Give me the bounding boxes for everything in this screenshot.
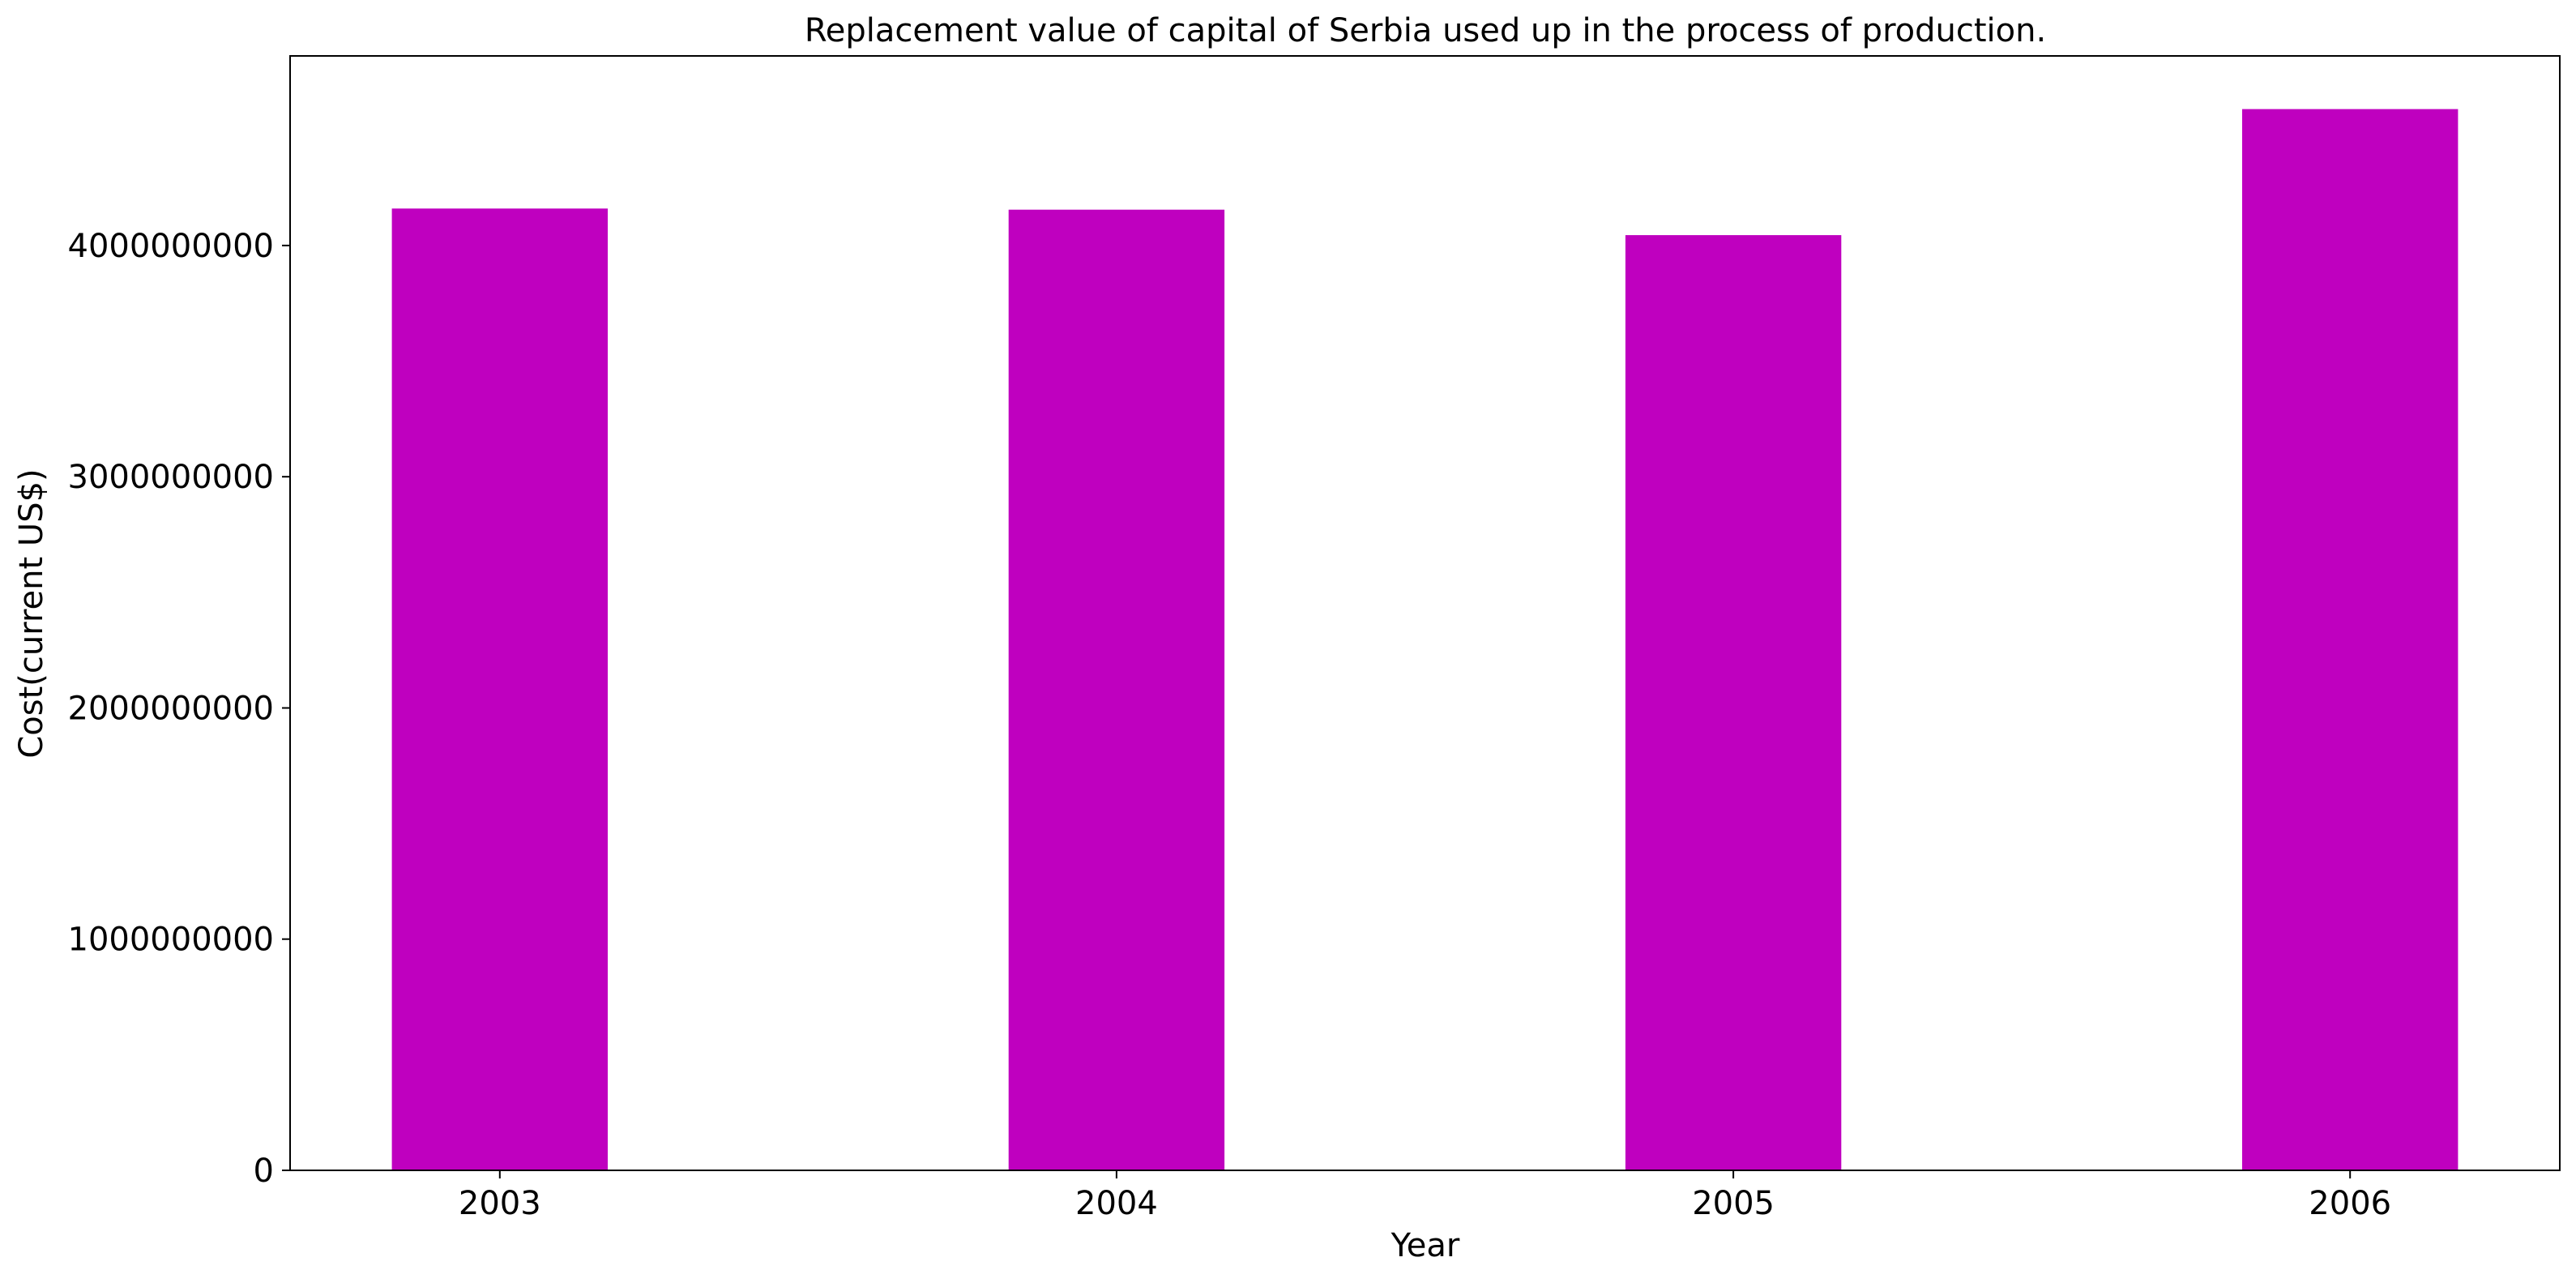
y-tick-label: 3000000000 — [68, 459, 275, 496]
bar-2005 — [1625, 235, 1842, 1171]
y-axis: 0 1000000000 2000000000 3000000000 400000000… — [68, 228, 290, 1190]
y-tick-label: 2000000000 — [68, 691, 275, 728]
x-tick-label: 2004 — [1075, 1185, 1158, 1222]
chart-title: Replacement value of capital of Serbia u… — [805, 12, 2046, 49]
plot-area-frame — [289, 55, 2561, 1171]
x-axis-label: Year — [1391, 1227, 1460, 1264]
y-tick-label: 1000000000 — [68, 922, 275, 959]
x-tick-label: 2005 — [1692, 1185, 1775, 1222]
y-tick-label: 4000000000 — [68, 228, 275, 265]
y-tick-label: 0 — [254, 1153, 274, 1190]
x-tick-label: 2003 — [459, 1185, 541, 1222]
bar-2006 — [2242, 109, 2459, 1171]
x-tick-label: 2006 — [2309, 1185, 2391, 1222]
bars-group — [391, 109, 2459, 1171]
y-axis-label: Cost(current US$) — [13, 468, 50, 758]
bar-2003 — [391, 208, 608, 1170]
bar-2004 — [1008, 209, 1225, 1171]
x-axis: 2003 2004 2005 2006 — [459, 1170, 2391, 1222]
